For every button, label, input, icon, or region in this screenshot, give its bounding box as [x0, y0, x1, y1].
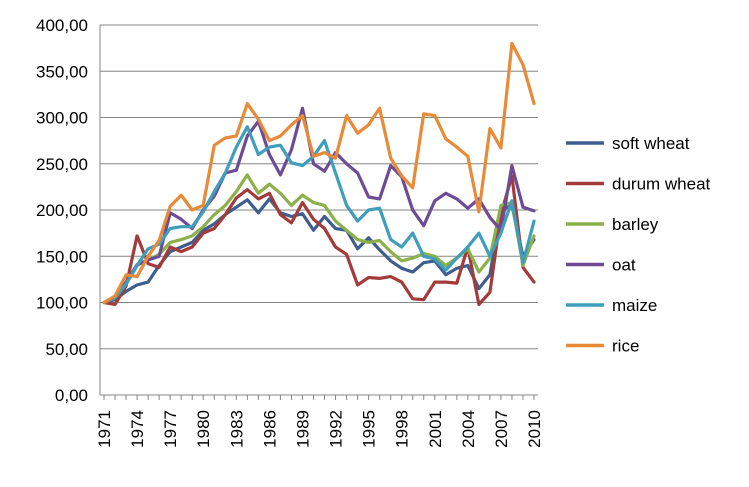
x-tick-label: 1995 [360, 410, 379, 448]
series-line-rice [102, 41, 536, 305]
x-tick-label: 1977 [161, 410, 180, 448]
x-tick-label: 1983 [227, 410, 246, 448]
x-tick-label: 1989 [293, 410, 312, 448]
x-tick-label: 1974 [128, 410, 147, 448]
legend-label: durum wheat [612, 175, 711, 194]
y-tick-label: 200,00 [36, 201, 88, 220]
y-tick-label: 100,00 [36, 294, 88, 313]
y-tick-label: 50,00 [45, 340, 88, 359]
y-tick-label: 350,00 [36, 62, 88, 81]
x-tick-label: 1998 [393, 410, 412, 448]
series-line-oat [102, 106, 536, 305]
y-tick-label: 250,00 [36, 155, 88, 174]
y-tick-label: 150,00 [36, 247, 88, 266]
legend-item: durum wheat [566, 175, 711, 194]
legend-label: oat [612, 256, 636, 275]
series-line-durum-wheat [102, 174, 536, 306]
x-tick-label: 1980 [194, 410, 213, 448]
legend-item: oat [566, 256, 636, 275]
series-line-barley [102, 173, 536, 305]
legend-item: maize [566, 296, 657, 315]
legend-label: barley [612, 215, 659, 234]
y-tick-label: 300,00 [36, 109, 88, 128]
legend-label: rice [612, 337, 639, 356]
x-tick-label: 2010 [525, 410, 544, 448]
y-tick-label: 400,00 [36, 16, 88, 35]
x-tick-label: 2004 [459, 410, 478, 448]
legend-label: soft wheat [612, 134, 690, 153]
legend-item: soft wheat [566, 134, 690, 153]
legend-label: maize [612, 296, 657, 315]
legend-item: rice [566, 337, 639, 356]
x-tick-label: 1986 [260, 410, 279, 448]
gridlines [100, 24, 538, 350]
axes: 0,00 50,00 100,00 150,00 200,00 250,00 300,00 3… [36, 16, 544, 448]
x-tick-label: 1992 [327, 410, 346, 448]
x-tick-label: 1971 [95, 410, 114, 448]
series-line-maize [102, 125, 536, 305]
legend: soft wheat durum wheat barley oat maize rice [566, 134, 711, 356]
x-tick-label: 2007 [492, 410, 511, 448]
y-tick-label: 0,00 [55, 386, 88, 405]
series-lines [102, 41, 536, 306]
legend-item: barley [566, 215, 659, 234]
x-tick-label: 2001 [426, 410, 445, 448]
